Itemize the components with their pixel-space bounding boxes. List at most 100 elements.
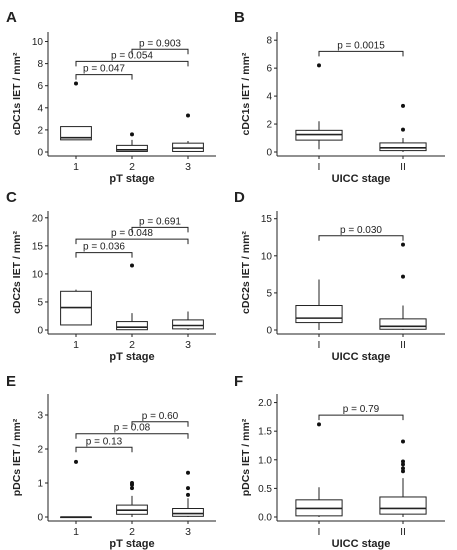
bracket-line	[75, 60, 189, 67]
y-tick-label: 0	[37, 513, 43, 524]
box-I	[295, 422, 343, 517]
y-tick-label: 4	[266, 92, 272, 103]
outlier-point	[186, 470, 190, 475]
comparison-bracket: p = 0.903	[131, 38, 189, 55]
outlier-point	[130, 481, 134, 485]
outlier-point	[186, 492, 190, 497]
p-value-label: p = 0.047	[83, 64, 125, 75]
comparison-bracket: p = 0.0015	[318, 40, 404, 57]
x-tick-label: 2	[129, 339, 135, 351]
x-tick-label: II	[400, 339, 406, 351]
y-tick-label: 5	[266, 288, 272, 299]
bracket-line	[75, 238, 189, 245]
x-axis-title: UICC stage	[332, 351, 391, 363]
comparison-bracket: p = 0.13	[75, 436, 133, 453]
comparison-bracket: p = 0.047	[75, 64, 133, 80]
x-tick-label: 2	[129, 526, 135, 538]
comparison-bracket: p = 0.691	[131, 216, 189, 233]
y-tick-label: 0	[37, 148, 43, 159]
x-tick-label: 1	[73, 339, 79, 351]
y-tick-label: 10	[261, 251, 273, 262]
outlier-point	[401, 466, 405, 471]
y-axis-title: cDC1s IET / mm²	[240, 52, 252, 135]
comparison-bracket: p = 0.036	[75, 242, 133, 258]
y-tick-label: 5	[37, 297, 43, 308]
panel-label: A	[6, 9, 17, 26]
bracket-line	[75, 74, 133, 80]
comparison-bracket: p = 0.79	[318, 404, 404, 421]
box-II	[379, 103, 427, 152]
outlier-point	[130, 486, 134, 491]
y-axis-title: pDCs IET / mm²	[240, 418, 252, 496]
box-iqr	[116, 144, 148, 152]
comparison-bracket: p = 0.054	[75, 50, 189, 67]
box-iqr	[295, 305, 343, 324]
p-value-label: p = 0.79	[343, 404, 380, 415]
bracket-line	[75, 433, 189, 439]
y-tick-label: 0.5	[258, 484, 272, 495]
y-tick-label: 2.0	[258, 398, 272, 409]
x-tick-label: 1	[73, 526, 79, 538]
x-tick-label: 1	[73, 161, 79, 173]
comparison-bracket: p = 0.048	[75, 228, 189, 245]
y-tick-label: 0	[266, 326, 272, 337]
y-axis-title: cDC2s IET / mm²	[240, 231, 252, 314]
p-value-label: p = 0.08	[114, 423, 151, 434]
box-1	[60, 81, 92, 141]
y-tick-label: 6	[37, 81, 43, 92]
outlier-point	[401, 459, 405, 464]
box-iqr	[172, 319, 204, 330]
panel-label: E	[6, 373, 16, 390]
box-iqr	[172, 142, 204, 152]
y-tick-label: 1.5	[258, 427, 272, 438]
x-tick-label: I	[318, 161, 321, 173]
outlier-point	[401, 439, 405, 444]
p-value-label: p = 0.048	[111, 228, 153, 239]
box-I	[295, 63, 343, 150]
x-axis-title: pT stage	[109, 538, 154, 550]
comparison-bracket: p = 0.030	[318, 225, 404, 241]
p-value-label: p = 0.60	[142, 411, 179, 422]
bracket-line	[318, 414, 404, 421]
x-tick-label: I	[318, 526, 321, 538]
x-tick-label: 3	[185, 526, 191, 538]
bracket-line	[75, 446, 133, 453]
outlier-point	[130, 263, 134, 268]
outlier-point	[74, 459, 78, 464]
y-tick-label: 1.0	[258, 455, 272, 466]
p-value-label: p = 0.030	[340, 225, 382, 236]
box-II	[379, 439, 427, 517]
box-2	[116, 481, 148, 517]
outlier-point	[401, 469, 405, 474]
y-axis-title: cDC1s IET / mm²	[11, 52, 23, 135]
y-tick-label: 1	[37, 479, 43, 490]
x-tick-label: 3	[185, 161, 191, 173]
y-tick-label: 0	[37, 326, 43, 337]
outlier-point	[401, 103, 405, 108]
panel-label: F	[234, 373, 243, 390]
panel-label: D	[234, 189, 245, 206]
box-I	[295, 279, 343, 330]
box-1	[60, 459, 92, 519]
panel-e: E 0 1 2 3 1 2 3 pT stage pDCs IET / mm² p = 0.13 p …	[6, 373, 216, 550]
box-iqr	[116, 321, 148, 331]
comparison-bracket: p = 0.08	[75, 423, 189, 439]
bracket-line	[318, 235, 404, 241]
outlier-point	[186, 113, 190, 118]
outlier-point	[401, 462, 405, 467]
p-value-label: p = 0.036	[83, 242, 125, 253]
box-2	[116, 132, 148, 152]
x-tick-label: 2	[129, 161, 135, 173]
bracket-line	[318, 50, 404, 57]
y-tick-label: 8	[37, 59, 43, 70]
y-tick-label: 2	[37, 445, 43, 456]
outlier-point	[401, 242, 405, 247]
y-tick-label: 15	[261, 214, 273, 225]
y-tick-label: 6	[266, 64, 272, 75]
box-iqr	[172, 508, 204, 517]
